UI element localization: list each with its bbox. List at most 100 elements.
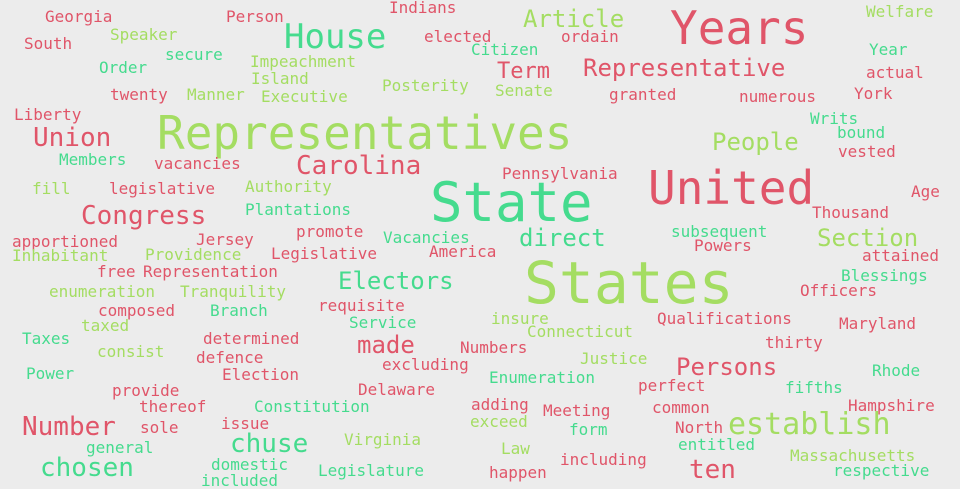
word-legislative: legislative — [109, 179, 215, 198]
word-legislature: Legislature — [318, 461, 424, 480]
word-constitution: Constitution — [254, 397, 370, 416]
word-issue: issue — [221, 414, 270, 433]
word-congress: Congress — [81, 201, 207, 231]
word-carolina: Carolina — [296, 151, 422, 181]
word-section: Section — [817, 224, 919, 252]
word-taxes: Taxes — [22, 329, 71, 348]
word-number: Number — [22, 412, 116, 442]
word-legislative: Legislative — [271, 244, 377, 263]
word-tranquility: Tranquility — [180, 282, 286, 301]
word-pennsylvania: Pennsylvania — [502, 164, 618, 183]
word-thirty: thirty — [765, 333, 823, 352]
word-granted: granted — [609, 85, 677, 104]
word-representation: Representation — [143, 262, 278, 281]
word-members: Members — [59, 150, 127, 169]
word-thousand: Thousand — [812, 203, 890, 222]
word-chosen: chosen — [40, 453, 134, 483]
word-provide: provide — [112, 381, 180, 400]
word-connecticut: Connecticut — [527, 322, 633, 341]
word-defence: defence — [196, 348, 264, 367]
word-enumeration: Enumeration — [489, 368, 595, 387]
word-north: North — [675, 418, 724, 437]
word-years: Years — [670, 1, 809, 55]
word-plantations: Plantations — [245, 200, 351, 219]
word-welfare: Welfare — [866, 2, 934, 21]
word-writs: Writs — [810, 109, 859, 128]
word-actual: actual — [866, 63, 924, 82]
word-elected: elected — [424, 27, 492, 46]
word-rhode: Rhode — [872, 361, 921, 380]
word-powers: Powers — [694, 236, 752, 255]
word-happen: happen — [489, 463, 547, 482]
word-qualifications: Qualifications — [657, 309, 792, 328]
word-jersey: Jersey — [196, 230, 254, 249]
word-state: State — [430, 171, 593, 234]
word-perfect: perfect — [638, 376, 706, 395]
word-general: general — [86, 438, 154, 457]
word-representative: Representative — [583, 54, 786, 82]
word-impeachment: Impeachment — [250, 52, 356, 71]
word-representatives: Representatives — [157, 106, 573, 160]
word-adding: adding — [471, 395, 529, 414]
word-union: Union — [33, 123, 112, 153]
word-ordain: ordain — [561, 27, 619, 46]
word-order: Order — [99, 58, 148, 77]
word-states: States — [524, 249, 734, 317]
word-providence: Providence — [145, 245, 242, 264]
word-common: common — [652, 398, 710, 417]
word-subsequent: subsequent — [671, 222, 768, 241]
word-term: Term — [497, 59, 550, 84]
word-year: Year — [869, 40, 908, 59]
word-article: Article — [523, 5, 625, 33]
word-law: Law — [501, 439, 530, 458]
word-america: America — [429, 242, 497, 261]
word-authority: Authority — [245, 177, 332, 196]
word-secure: secure — [165, 45, 223, 64]
word-made: made — [357, 331, 415, 359]
word-manner: Manner — [187, 85, 245, 104]
word-twenty: twenty — [110, 85, 168, 104]
word-united: United — [648, 161, 815, 215]
word-entitled: entitled — [678, 435, 756, 454]
word-election: Election — [222, 365, 300, 384]
word-sole: sole — [140, 418, 179, 437]
word-age: Age — [911, 182, 940, 201]
word-determined: determined — [203, 329, 300, 348]
word-included: included — [201, 471, 279, 489]
word-vested: vested — [838, 142, 896, 161]
word-vacancies: vacancies — [154, 154, 241, 173]
word-massachusetts: Massachusetts — [790, 446, 916, 465]
word-numbers: Numbers — [460, 338, 528, 357]
word-vacancies: Vacancies — [383, 228, 470, 247]
word-house: House — [284, 17, 387, 57]
word-people: People — [712, 128, 799, 156]
word-chuse: chuse — [230, 429, 309, 459]
word-requisite: requisite — [318, 296, 405, 315]
word-numerous: numerous — [739, 87, 817, 106]
word-york: York — [854, 84, 893, 103]
word-person: Person — [226, 7, 284, 26]
word-bound: bound — [837, 123, 886, 142]
word-virginia: Virginia — [344, 430, 422, 449]
word-senate: Senate — [495, 81, 553, 100]
word-south: South — [24, 34, 73, 53]
word-speaker: Speaker — [110, 25, 178, 44]
word-apportioned: apportioned — [12, 232, 118, 251]
word-consist: consist — [97, 342, 165, 361]
word-ten: ten — [689, 455, 736, 485]
word-direct: direct — [519, 224, 606, 252]
word-form: form — [569, 420, 608, 439]
word-attained: attained — [862, 246, 940, 265]
word-electors: Electors — [338, 267, 454, 295]
word-hampshire: Hampshire — [848, 396, 935, 415]
word-blessings: Blessings — [841, 266, 928, 285]
word-maryland: Maryland — [839, 314, 917, 333]
word-establish: establish — [728, 407, 891, 442]
word-composed: composed — [98, 301, 176, 320]
word-including: including — [560, 450, 647, 469]
word-service: Service — [349, 313, 417, 332]
word-excluding: excluding — [382, 355, 469, 374]
word-taxed: taxed — [81, 316, 130, 335]
word-island: Island — [251, 69, 309, 88]
